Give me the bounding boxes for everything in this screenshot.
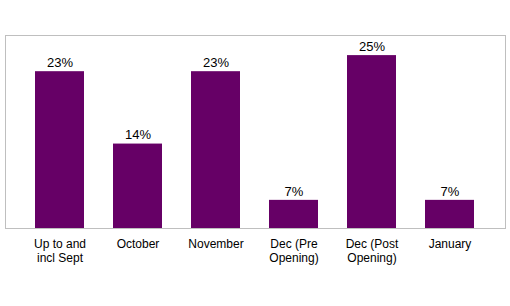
svg-text:Up to andincl Sept: Up to andincl Sept bbox=[34, 237, 86, 265]
svg-text:November: November bbox=[188, 237, 243, 251]
svg-text:7%: 7% bbox=[285, 184, 304, 199]
svg-text:January: January bbox=[429, 237, 472, 251]
svg-text:Dec (PreOpening): Dec (PreOpening) bbox=[269, 237, 318, 265]
svg-text:October: October bbox=[117, 237, 160, 251]
svg-text:25%: 25% bbox=[359, 39, 385, 54]
svg-text:14%: 14% bbox=[125, 127, 151, 142]
svg-text:23%: 23% bbox=[47, 55, 73, 70]
svg-text:Dec (PostOpening): Dec (PostOpening) bbox=[346, 237, 399, 265]
svg-text:7%: 7% bbox=[441, 184, 460, 199]
svg-text:23%: 23% bbox=[203, 55, 229, 70]
